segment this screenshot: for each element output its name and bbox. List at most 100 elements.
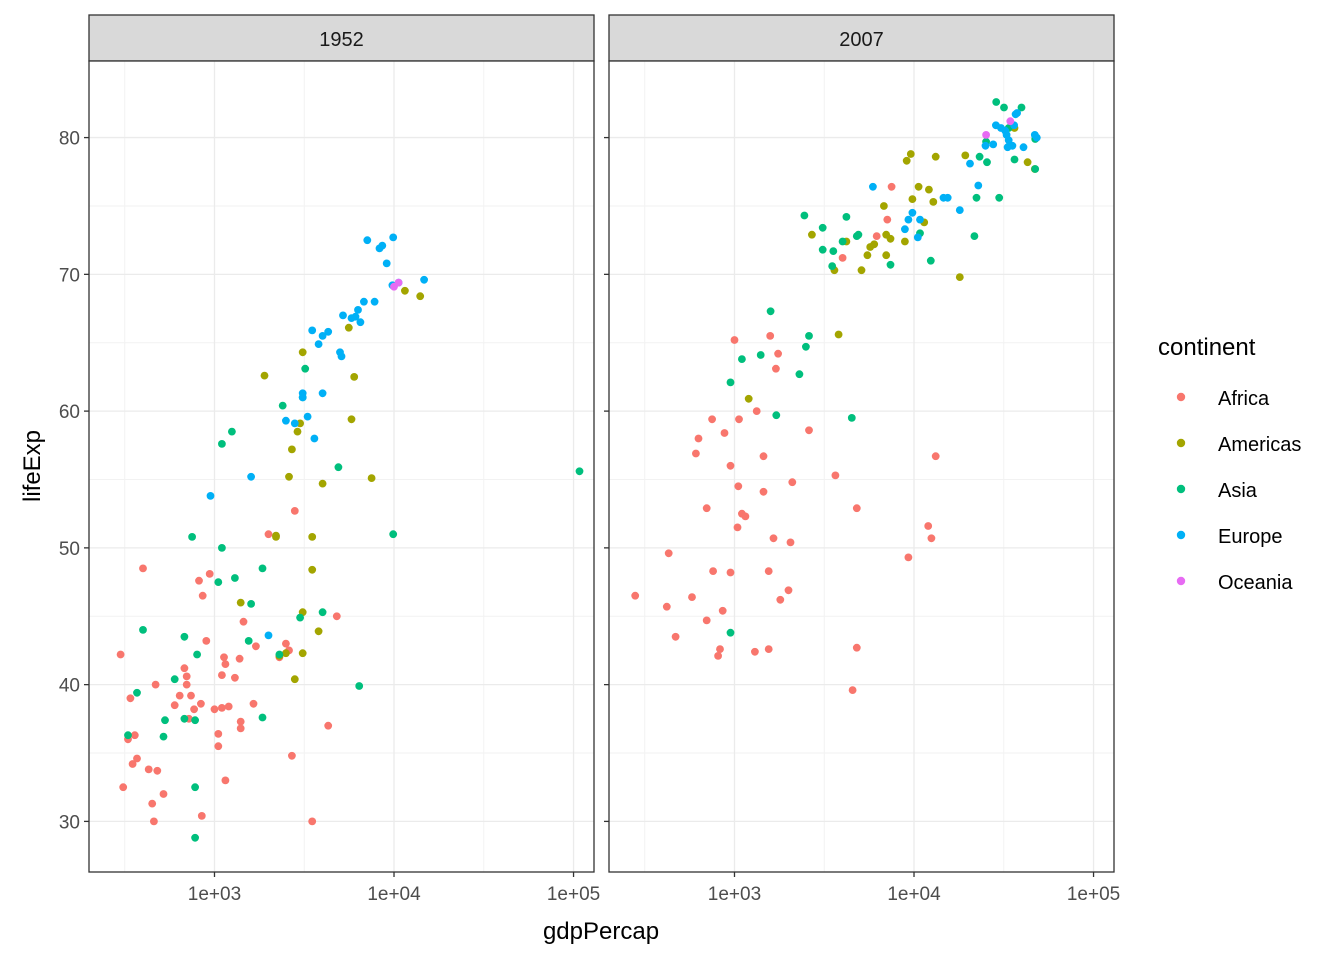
y-axis-title: lifeExp [19, 430, 46, 502]
data-point [854, 230, 863, 239]
data-point [389, 530, 398, 539]
data-point [776, 595, 785, 604]
data-point [264, 530, 273, 539]
data-point [955, 206, 964, 215]
y-tick-label: 50 [59, 539, 80, 560]
legend-label: Asia [1218, 480, 1258, 502]
data-point [983, 158, 991, 167]
data-point [161, 716, 169, 725]
data-point [961, 151, 970, 160]
data-point [187, 691, 195, 700]
data-point [726, 378, 735, 387]
data-point [692, 449, 700, 458]
data-point [116, 650, 125, 659]
data-point [1013, 109, 1021, 117]
data-point [914, 182, 923, 191]
data-point [913, 233, 922, 242]
data-point [244, 637, 253, 645]
x-tick-label: 1e+05 [1067, 884, 1120, 905]
legend-key [1176, 484, 1186, 494]
data-point [195, 576, 203, 585]
data-point [260, 371, 269, 380]
data-point [224, 702, 233, 711]
data-point [144, 765, 153, 774]
data-point [193, 650, 202, 659]
data-point [210, 705, 219, 714]
data-point [124, 731, 132, 740]
data-point [886, 260, 895, 269]
data-point [221, 776, 230, 785]
data-point [766, 332, 775, 340]
data-point [772, 364, 780, 373]
data-point [170, 701, 179, 710]
data-point [966, 159, 974, 168]
data-point [662, 602, 671, 611]
data-point [367, 474, 376, 482]
data-point [805, 332, 813, 340]
data-point [744, 394, 753, 403]
data-point [275, 650, 284, 659]
data-point [741, 512, 750, 521]
data-point [308, 817, 317, 826]
data-point [318, 608, 327, 617]
data-point [218, 440, 226, 448]
data-point [880, 202, 888, 210]
data-point [927, 534, 936, 543]
data-point [258, 564, 267, 573]
data-point [332, 612, 341, 621]
x-tick-label: 1e+04 [367, 884, 421, 905]
data-point [218, 704, 226, 712]
legend-label: Americas [1218, 434, 1301, 456]
data-point [970, 232, 979, 241]
data-point [764, 567, 773, 575]
data-point [818, 223, 827, 232]
legend-label: Africa [1218, 388, 1270, 410]
data-point [802, 342, 810, 351]
panel-border [88, 60, 595, 873]
data-point [288, 751, 296, 760]
data-point [738, 355, 746, 363]
data-point [151, 680, 160, 689]
data-point [231, 574, 239, 582]
data-point [847, 414, 856, 422]
data-point [354, 306, 362, 314]
data-point [128, 760, 137, 768]
data-point [908, 208, 917, 217]
data-point [718, 606, 727, 615]
data-point [130, 731, 139, 740]
data-point [288, 445, 296, 454]
y-tick-label: 30 [59, 812, 80, 833]
data-point [416, 292, 425, 301]
data-point [290, 507, 299, 515]
data-point [805, 426, 813, 435]
data-point [800, 211, 809, 220]
data-point [159, 732, 168, 741]
data-point [901, 225, 909, 234]
data-point [829, 247, 838, 256]
data-point [190, 705, 199, 714]
data-point [290, 419, 299, 428]
data-point [882, 251, 891, 260]
data-point [992, 98, 1001, 106]
data-point [631, 591, 640, 600]
data-point [355, 682, 364, 690]
data-point [784, 586, 793, 595]
data-point [318, 479, 327, 488]
data-point [906, 150, 915, 158]
data-point [191, 783, 200, 792]
data-point [943, 193, 952, 202]
data-point [175, 691, 184, 700]
panel-2007: 2007 1e+03 1e+04 1e+05 [604, 14, 1120, 905]
data-point [926, 256, 935, 265]
data-point [191, 833, 200, 842]
data-point [214, 742, 223, 751]
data-point [235, 654, 244, 663]
data-point [236, 598, 245, 607]
data-point [394, 278, 403, 287]
data-point [828, 262, 837, 270]
data-point [236, 717, 245, 726]
data-point [735, 415, 743, 424]
data-point [974, 181, 983, 190]
data-point [214, 730, 223, 738]
data-point [191, 716, 200, 725]
